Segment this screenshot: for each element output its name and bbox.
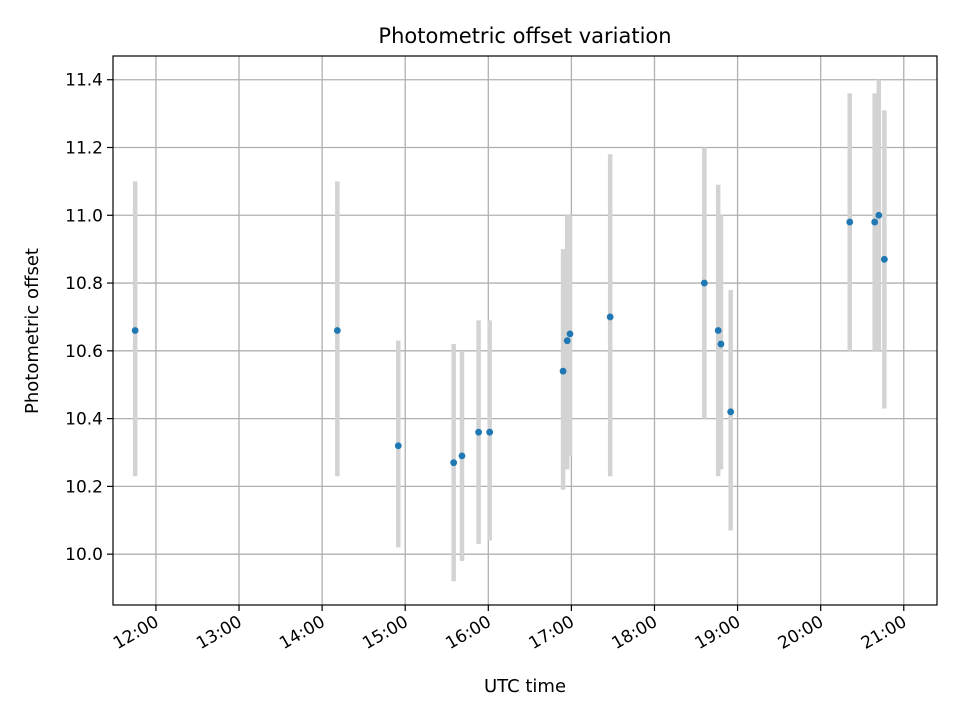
y-tick-label: 10.4 bbox=[65, 410, 103, 430]
data-point bbox=[559, 367, 567, 375]
data-point bbox=[566, 330, 574, 338]
x-axis-label: UTC time bbox=[484, 676, 566, 697]
data-point bbox=[714, 327, 722, 334]
data-points bbox=[131, 211, 888, 467]
y-tick-label: 11.2 bbox=[65, 139, 103, 159]
data-point bbox=[333, 327, 341, 334]
y-tick-label: 10.2 bbox=[65, 477, 103, 497]
data-point bbox=[846, 218, 854, 226]
grid bbox=[113, 56, 937, 605]
y-axis-label: Photometric offset bbox=[22, 248, 43, 414]
y-tick-label: 11.4 bbox=[65, 71, 103, 91]
plot-frame bbox=[112, 55, 938, 606]
data-point bbox=[475, 428, 483, 436]
data-point bbox=[563, 337, 571, 345]
data-point bbox=[717, 340, 725, 348]
data-point bbox=[458, 452, 466, 460]
data-point bbox=[700, 279, 708, 287]
data-point bbox=[450, 459, 458, 467]
y-tick-label: 10.0 bbox=[65, 545, 103, 565]
data-point bbox=[871, 218, 879, 226]
chart-title: Photometric offset variation bbox=[378, 24, 671, 48]
data-point bbox=[394, 442, 402, 450]
y-axis-ticks: 10.0 10.2 10.4 10.6 10.8 11.0 11.2 11.4 bbox=[65, 71, 113, 565]
data-point bbox=[131, 327, 139, 334]
y-tick-label: 10.6 bbox=[65, 342, 103, 362]
data-point bbox=[606, 313, 614, 321]
data-point bbox=[727, 408, 735, 416]
y-tick-label: 10.8 bbox=[65, 274, 103, 294]
data-point bbox=[880, 255, 888, 263]
data-point bbox=[875, 211, 883, 219]
y-tick-label: 11.0 bbox=[65, 206, 103, 226]
data-point bbox=[486, 428, 494, 436]
